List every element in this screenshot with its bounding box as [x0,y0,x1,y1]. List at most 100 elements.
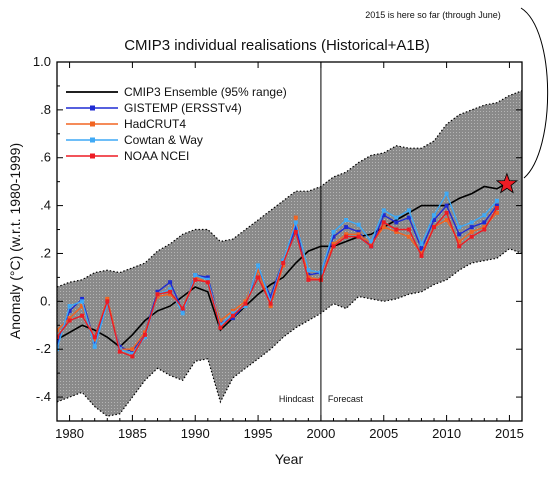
x-tick-label: 1990 [181,426,210,441]
data-point-gistemp-ersstv4 [80,296,85,301]
data-point-cowtan-way [469,220,474,225]
x-tick-label: 1985 [118,426,147,441]
data-point-hadcrut4 [143,330,147,335]
data-point-gistemp-ersstv4 [381,213,386,218]
data-point-hadcrut4 [381,225,386,230]
data-point-noaa-ncei [331,244,336,249]
data-point-gistemp-ersstv4 [130,349,135,354]
plot-frame [56,61,523,422]
series-line-gistemp-ersstv4 [57,204,498,353]
series-layer [57,181,510,359]
x-axis-title: Year [275,451,304,467]
data-point-gistemp-ersstv4 [394,220,399,225]
data-point-cowtan-way [230,311,235,316]
data-point-gistemp-ersstv4 [205,275,210,280]
data-point-noaa-ncei [168,289,173,294]
y-tick-label: .4 [40,198,51,213]
data-point-noaa-ncei [218,325,223,330]
data-point-cowtan-way [168,287,173,292]
forecast-label: Forecast [328,394,364,404]
data-point-noaa-ncei [457,244,462,249]
ensemble-range-band [57,90,522,417]
data-point-hadcrut4 [105,296,110,301]
y-tick-label: -.4 [36,389,51,404]
data-point-gistemp-ersstv4 [406,215,411,220]
data-point-hadcrut4 [293,215,298,220]
legend-label: GISTEMP (ERSSTv4) [124,101,242,115]
data-point-gistemp-ersstv4 [67,308,72,313]
data-point-noaa-ncei [57,335,59,340]
data-point-cowtan-way [243,304,248,309]
data-point-cowtan-way [381,208,386,213]
data-point-noaa-ncei [205,280,210,285]
legend-swatch-marker [90,153,95,159]
data-point-hadcrut4 [444,218,449,222]
series-line-hadcrut4 [57,212,498,350]
data-point-hadcrut4 [406,234,411,239]
data-point-gistemp-ersstv4 [344,225,349,230]
data-point-hadcrut4 [469,229,474,234]
legend-swatch-marker [90,121,95,127]
y-tick-label: .6 [40,150,51,165]
data-point-cowtan-way [482,213,487,218]
data-point-noaa-ncei [143,332,147,337]
data-point-gistemp-ersstv4 [432,218,436,222]
x-tick-label: 2005 [369,426,398,441]
legend: CMIP3 Ensemble (95% range) GISTEMP (ERSST… [66,85,287,163]
data-point-noaa-ncei [406,227,411,232]
data-point-cowtan-way [457,225,462,230]
y-tick-label: 1.0 [33,54,51,69]
data-point-hadcrut4 [344,232,349,237]
data-point-gistemp-ersstv4 [230,316,235,321]
data-point-cowtan-way [130,352,135,356]
hindcast-label: Hindcast [279,394,315,404]
data-point-cowtan-way [205,277,210,282]
data-point-gistemp-ersstv4 [419,246,424,251]
legend-label: NOAA NCEI [124,149,189,163]
data-point-cowtan-way [180,311,185,316]
data-point-cowtan-way [406,208,411,213]
data-point-noaa-ncei [80,313,85,318]
data-point-gistemp-ersstv4 [444,203,449,208]
data-point-gistemp-ersstv4 [168,280,173,285]
data-point-cowtan-way [256,263,261,268]
data-point-noaa-ncei [293,229,298,234]
data-point-hadcrut4 [218,318,223,323]
data-point-hadcrut4 [57,328,59,333]
data-point-hadcrut4 [130,347,135,352]
annotation-callout-curve [520,7,549,179]
data-point-cowtan-way [331,229,336,234]
data-point-noaa-ncei [67,318,72,323]
data-point-noaa-ncei [494,206,499,210]
data-point-noaa-ncei [117,349,122,354]
data-point-noaa-ncei [92,335,97,340]
data-point-noaa-ncei [381,220,386,225]
data-point-noaa-ncei [193,277,198,282]
data-point-hadcrut4 [256,268,261,273]
data-point-hadcrut4 [494,210,499,215]
data-point-hadcrut4 [482,225,487,230]
annotation-text: 2015 is here so far (through June) [365,10,501,20]
data-point-noaa-ncei [344,234,349,239]
data-point-cowtan-way [494,198,499,203]
data-point-noaa-ncei [281,261,286,265]
data-point-hadcrut4 [281,263,286,268]
data-point-noaa-ncei [469,234,474,239]
data-point-cowtan-way [344,218,349,222]
legend-swatch-marker [90,137,95,143]
data-point-noaa-ncei [432,225,436,230]
data-point-hadcrut4 [331,241,336,246]
data-point-hadcrut4 [356,232,361,237]
data-point-hadcrut4 [67,316,72,321]
data-point-noaa-ncei [419,253,424,258]
data-point-cowtan-way [306,268,311,273]
x-tick-label: 2000 [306,426,335,441]
data-point-hadcrut4 [369,241,374,246]
data-point-gistemp-ersstv4 [482,220,487,225]
legend-label: HadCRUT4 [124,117,186,131]
data-point-cowtan-way [356,222,361,227]
data-point-gistemp-ersstv4 [92,340,97,344]
data-point-gistemp-ersstv4 [293,225,298,230]
data-point-hadcrut4 [268,304,273,309]
